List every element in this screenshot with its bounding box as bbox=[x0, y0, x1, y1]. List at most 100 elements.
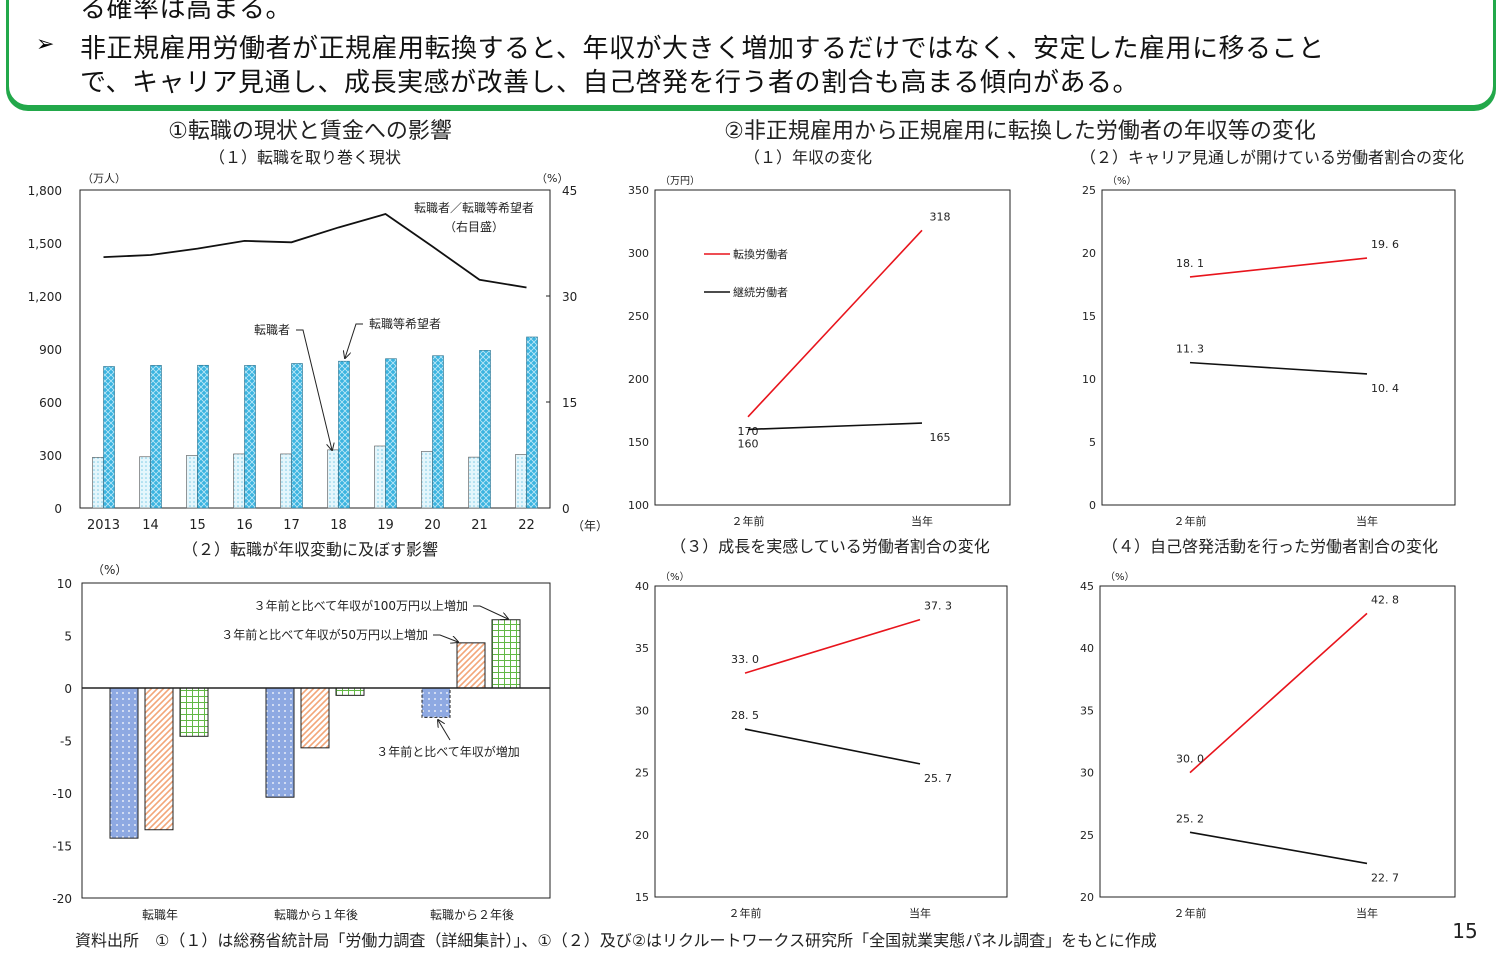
summary-line-2: で、キャリア見通し、成長実感が改善し、自己啓発を行う者の割合も高まる傾向がある。 bbox=[80, 68, 1139, 98]
chart-a-y-tick: 900 bbox=[39, 343, 62, 357]
bar-hopefuls bbox=[432, 355, 444, 509]
chart-c-y-tick: 150 bbox=[628, 436, 649, 449]
chart-d-y-tick: 0 bbox=[1089, 499, 1096, 512]
chart-c-x-tick: ２年前 bbox=[732, 514, 765, 528]
annotation-increase-100: ３年前と比べて年収が100万円以上増加 bbox=[254, 598, 468, 613]
annotation-hopefuls-arrow bbox=[345, 323, 363, 358]
legend-converted: 転換労働者 bbox=[733, 247, 788, 261]
chart-c-y-unit: （万円） bbox=[660, 175, 700, 187]
chart-b-y-tick: 5 bbox=[64, 630, 72, 644]
chart-a-y2-unit: （%） bbox=[536, 172, 568, 185]
annotation-increase: ３年前と比べて年収が増加 bbox=[376, 744, 520, 759]
chart-a-x-unit: （年） bbox=[572, 519, 608, 533]
data-label: 37. 3 bbox=[924, 600, 952, 613]
legend-continuing: 継続労働者 bbox=[733, 285, 788, 299]
chart-f-y-tick: 25 bbox=[1080, 829, 1094, 842]
data-label: 19. 6 bbox=[1371, 238, 1399, 251]
chart-c-y-tick: 200 bbox=[628, 373, 649, 386]
bar-movers bbox=[92, 456, 104, 509]
bar-movers bbox=[233, 453, 245, 509]
line-continuing bbox=[744, 728, 921, 765]
chart-a-title: （１）転職を取り巻く現状 bbox=[209, 148, 401, 167]
annotation-movers: 転職者 bbox=[254, 323, 290, 337]
chart-d-y-tick: 25 bbox=[1082, 184, 1096, 197]
chart-a-x-tick: 19 bbox=[377, 518, 394, 533]
bar-movers bbox=[280, 453, 292, 509]
data-label: 28. 5 bbox=[731, 709, 759, 722]
chart-a-y-tick: 1,500 bbox=[28, 237, 62, 251]
data-label: 42. 8 bbox=[1371, 593, 1399, 606]
chart-e-y-tick: 30 bbox=[635, 704, 649, 717]
chart-a-y-tick: 1,200 bbox=[28, 290, 62, 304]
chart-f-y-tick: 45 bbox=[1080, 580, 1094, 593]
chart-f-x-tick: 当年 bbox=[1356, 906, 1378, 920]
line-converted bbox=[747, 229, 923, 418]
chart-a-x-tick: 14 bbox=[142, 518, 159, 533]
annotation-increase-arrow bbox=[438, 720, 451, 741]
bar-hopefuls bbox=[244, 365, 256, 509]
chart-b-y-tick: -20 bbox=[52, 892, 72, 906]
chart-a-x-tick: 20 bbox=[424, 518, 441, 533]
bar-hopefuls bbox=[150, 365, 162, 509]
line-continuing bbox=[747, 422, 923, 431]
chart-c-y-tick: 300 bbox=[628, 247, 649, 260]
chart-f-y-unit: （%） bbox=[1105, 571, 1135, 583]
chart-e-y-tick: 15 bbox=[635, 891, 649, 904]
chart-f-y-tick: 40 bbox=[1080, 642, 1094, 655]
bar-hopefuls bbox=[197, 364, 209, 509]
annotation-increase-50: ３年前と比べて年収が50万円以上増加 bbox=[221, 627, 428, 642]
chart-d-plot-frame bbox=[1101, 189, 1456, 506]
section1-title: ①転職の現状と賃金への影響 bbox=[168, 119, 452, 144]
line-continuing bbox=[1189, 361, 1368, 375]
chart-b-y-tick: -5 bbox=[60, 735, 72, 749]
bar-increase-50 bbox=[144, 687, 174, 831]
arrowhead-bullet-icon: ➢ bbox=[36, 32, 55, 57]
bar-hopefuls bbox=[103, 366, 115, 509]
annotation-increase-50-arrow bbox=[433, 634, 458, 642]
bar-increase-100 bbox=[179, 687, 209, 737]
annotation-ratio: 転職者／転職等希望者 bbox=[414, 200, 534, 215]
line-ratio bbox=[103, 213, 527, 289]
chart-f-title: （４）自己啓発活動を行った労働者割合の変化 bbox=[1102, 537, 1438, 556]
chart-f-y-tick: 30 bbox=[1080, 767, 1094, 780]
data-label: 25. 2 bbox=[1176, 812, 1204, 825]
bar-movers bbox=[468, 456, 480, 509]
chart-a-x-tick: 2013 bbox=[87, 518, 120, 533]
chart-d-y-tick: 5 bbox=[1089, 436, 1096, 449]
bar-movers bbox=[327, 449, 339, 509]
data-label: 25. 7 bbox=[924, 772, 952, 785]
chart-d-title: （２）キャリア見通しが開けている労働者割合の変化 bbox=[1080, 148, 1464, 167]
bar-movers bbox=[421, 450, 433, 509]
chart-e-title: （３）成長を実感している労働者割合の変化 bbox=[670, 537, 990, 556]
bar-hopefuls bbox=[291, 363, 303, 509]
chart-e-y-unit: （%） bbox=[660, 571, 690, 583]
line-converted bbox=[1189, 257, 1368, 278]
chart-a-y2-tick: 0 bbox=[562, 502, 570, 516]
summary-line-0: る確率は高まる。 bbox=[80, 0, 293, 24]
chart-b-y-tick: -10 bbox=[52, 787, 72, 801]
chart-b-y-tick: 10 bbox=[57, 577, 72, 591]
section2-title: ②非正規雇用から正規雇用に転換した労働者の年収等の変化 bbox=[724, 119, 1316, 144]
chart-a-x-tick: 17 bbox=[283, 518, 300, 533]
chart-e-plot-frame bbox=[654, 585, 1008, 898]
chart-a-y-tick: 0 bbox=[54, 502, 62, 516]
data-label: 10. 4 bbox=[1371, 382, 1399, 395]
chart-c-y-tick: 350 bbox=[628, 184, 649, 197]
bar-hopefuls bbox=[338, 360, 350, 509]
chart-a-x-tick: 22 bbox=[518, 518, 535, 533]
bar-hopefuls bbox=[526, 336, 538, 509]
chart-b-plot-frame bbox=[81, 582, 551, 899]
chart-e-x-tick: ２年前 bbox=[729, 906, 762, 920]
data-label: 318 bbox=[930, 210, 951, 223]
chart-b-x-tick: 転職年 bbox=[142, 908, 178, 922]
chart-a-x-tick: 21 bbox=[471, 518, 488, 533]
line-converted bbox=[744, 618, 921, 674]
bar-movers bbox=[186, 455, 198, 509]
chart-a-y-tick: 1,800 bbox=[28, 184, 62, 198]
data-label: 22. 7 bbox=[1371, 871, 1399, 884]
chart-e-y-tick: 40 bbox=[635, 580, 649, 593]
chart-a-plot-frame bbox=[79, 189, 551, 509]
chart-b-x-tick: 転職から２年後 bbox=[430, 908, 514, 922]
data-label: 18. 1 bbox=[1176, 257, 1204, 270]
